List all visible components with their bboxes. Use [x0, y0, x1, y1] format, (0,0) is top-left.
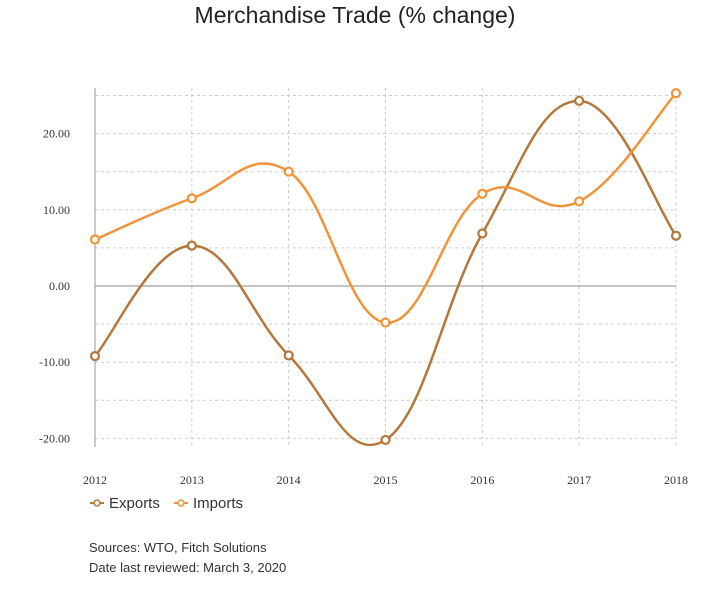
data-point-exports — [283, 350, 294, 361]
data-point-exports — [670, 230, 682, 241]
legend: Exports Imports — [90, 495, 243, 512]
data-point-exports — [89, 351, 101, 362]
x-tick-label: 2016 — [470, 473, 494, 487]
data-point-imports — [380, 317, 391, 328]
x-tick-label: 2015 — [374, 473, 398, 487]
legend-label-exports: Exports — [109, 495, 160, 512]
sources-note: Sources: WTO, Fitch Solutions — [89, 540, 267, 555]
x-tick-label: 2013 — [180, 473, 204, 487]
x-tick-label: 2018 — [664, 473, 688, 487]
chart-footer: Sources: WTO, Fitch Solutions Date last … — [89, 538, 286, 578]
data-point-imports — [670, 88, 682, 99]
x-tick-label: 2012 — [83, 473, 107, 487]
legend-label-imports: Imports — [193, 495, 243, 512]
legend-marker-imports — [177, 499, 185, 507]
x-tick-label: 2017 — [567, 473, 591, 487]
review-date-note: Date last reviewed: March 3, 2020 — [89, 560, 287, 575]
legend-marker-exports — [93, 499, 101, 507]
data-point-imports — [186, 193, 197, 204]
x-tick-label: 2014 — [277, 473, 301, 487]
axes: -20.00 -10.00 0.00 10.00 20.00 2012 2013 2014 20… — [39, 88, 688, 487]
chart-title: Merchandise Trade (% change) — [194, 2, 516, 28]
data-point-imports — [477, 188, 488, 199]
grid — [95, 88, 677, 447]
data-point-exports — [186, 240, 197, 251]
y-tick-label: 0.00 — [49, 279, 70, 293]
data-point-exports — [574, 95, 585, 106]
series — [89, 88, 682, 447]
data-point-imports — [574, 196, 585, 207]
y-tick-label: 10.00 — [43, 203, 70, 217]
data-point-exports — [477, 228, 488, 239]
y-tick-label: -10.00 — [39, 355, 70, 369]
y-tick-label: 20.00 — [43, 127, 70, 141]
data-point-imports — [283, 166, 294, 177]
data-point-imports — [89, 234, 101, 245]
y-tick-label: -20.00 — [39, 431, 70, 445]
data-point-exports — [380, 434, 391, 446]
chart-plot: -20.00 -10.00 0.00 10.00 20.00 2012 2013 2014 20… — [39, 88, 688, 512]
series-line-exports — [94, 99, 678, 447]
